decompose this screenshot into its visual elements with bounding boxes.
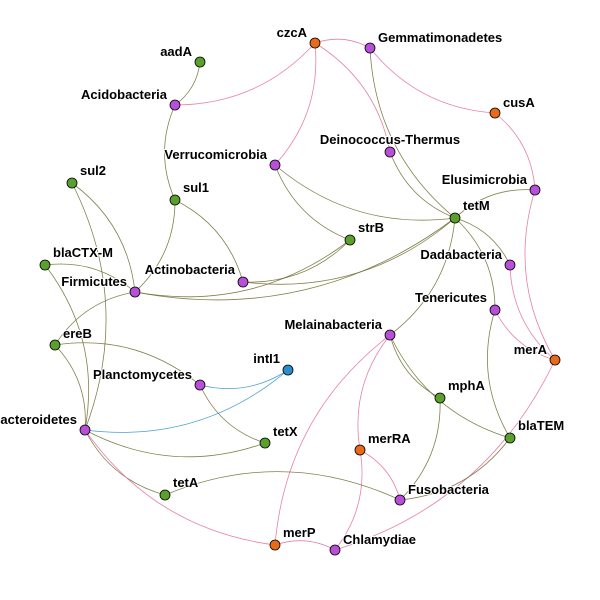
- node-label: Dadabacteria: [420, 247, 502, 262]
- network-edge: [275, 165, 350, 240]
- network-edge: [85, 430, 165, 495]
- network-node: [283, 365, 293, 375]
- node-label: sul2: [80, 163, 106, 178]
- network-edge: [390, 335, 440, 398]
- network-node: [170, 100, 180, 110]
- node-label: mphA: [448, 378, 485, 393]
- network-edge: [487, 310, 510, 438]
- network-node: [270, 160, 280, 170]
- node-label: Acidobacteria: [81, 87, 168, 102]
- gene-phylum-network: czcA Gemmatimonadetes aadA Acidobacteria cus…: [0, 0, 600, 600]
- node-label: Chlamydiae: [343, 532, 416, 547]
- node-label: merRA: [368, 431, 411, 446]
- node-label: Melainabacteria: [284, 317, 382, 332]
- node-label: strB: [358, 220, 384, 235]
- network-node: [365, 43, 375, 53]
- network-edge: [275, 541, 335, 550]
- node-label: blaTEM: [518, 418, 564, 433]
- node-label: merA: [514, 342, 548, 357]
- network-edge: [390, 218, 455, 335]
- node-label: czcA: [277, 25, 308, 40]
- node-label: cusA: [503, 95, 535, 110]
- network-node: [40, 260, 50, 270]
- network-node: [50, 340, 60, 350]
- network-node: [345, 235, 355, 245]
- node-label: intI1: [253, 351, 280, 366]
- labels-layer: czcA Gemmatimonadetes aadA Acidobacteria cus…: [0, 25, 564, 547]
- network-edge: [243, 240, 350, 282]
- network-node: [505, 433, 515, 443]
- node-label: blaCTX-M: [53, 245, 113, 260]
- network-node: [195, 57, 205, 67]
- node-label: ereB: [63, 326, 92, 341]
- network-node: [385, 147, 395, 157]
- node-label: Firmicutes: [61, 274, 127, 289]
- node-label: Planctomycetes: [93, 367, 192, 382]
- network-edge: [370, 48, 495, 113]
- node-label: Actinobacteria: [145, 262, 236, 277]
- network-node: [238, 277, 248, 287]
- network-edge: [175, 43, 315, 105]
- node-label: Deinococcus-Thermus: [320, 132, 460, 147]
- node-label: Verrucomicrobia: [164, 147, 267, 162]
- network-edge: [200, 370, 288, 389]
- network-node: [67, 178, 77, 188]
- node-label: sul1: [183, 180, 209, 195]
- network-node: [550, 355, 560, 365]
- network-node: [130, 287, 140, 297]
- network-edge: [135, 218, 455, 300]
- network-node: [160, 490, 170, 500]
- network-node: [385, 330, 395, 340]
- network-node: [450, 213, 460, 223]
- network-node: [330, 545, 340, 555]
- network-node: [80, 425, 90, 435]
- node-label: Tenericutes: [415, 290, 487, 305]
- node-label: merP: [283, 525, 316, 540]
- node-label: Fusobacteria: [408, 482, 490, 497]
- network-node: [355, 445, 365, 455]
- node-label: tetA: [173, 475, 199, 490]
- network-node: [195, 380, 205, 390]
- network-node: [170, 195, 180, 205]
- network-edge: [360, 450, 400, 500]
- network-node: [490, 305, 500, 315]
- network-edge: [165, 472, 400, 500]
- network-edge: [525, 190, 555, 360]
- node-label: Bacteroidetes: [0, 412, 77, 427]
- network-node: [310, 38, 320, 48]
- node-label: tetM: [463, 198, 490, 213]
- network-node: [395, 495, 405, 505]
- network-node: [435, 393, 445, 403]
- network-node: [505, 260, 515, 270]
- network-edge: [135, 200, 175, 292]
- node-label: Gemmatimonadetes: [378, 30, 502, 45]
- network-node: [270, 540, 280, 550]
- node-label: aadA: [160, 44, 192, 59]
- network-edge: [175, 62, 200, 105]
- network-node: [530, 185, 540, 195]
- network-edge: [85, 430, 265, 457]
- network-edge: [315, 39, 370, 48]
- network-node: [490, 108, 500, 118]
- node-label: tetX: [273, 424, 298, 439]
- node-label: Elusimicrobia: [442, 172, 528, 187]
- network-node: [260, 438, 270, 448]
- network-edge: [275, 43, 316, 165]
